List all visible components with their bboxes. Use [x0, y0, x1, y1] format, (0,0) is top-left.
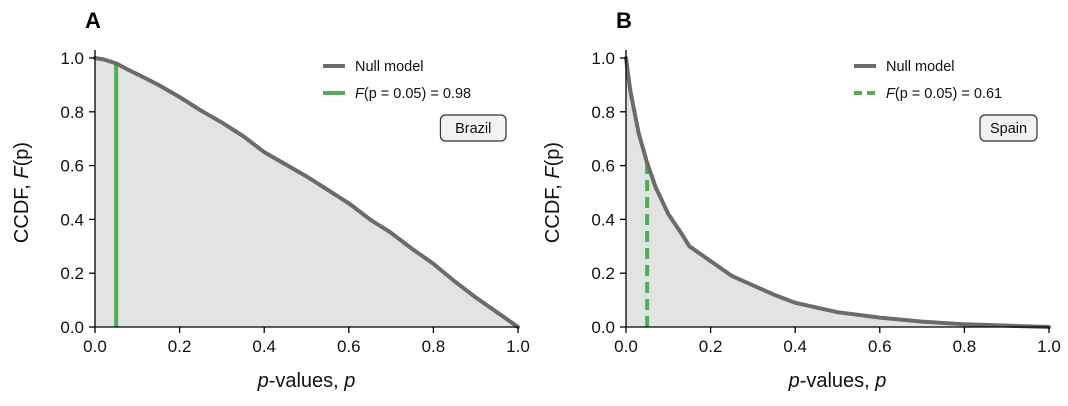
y-axis-label: CCDF, F(p) [11, 142, 33, 243]
panel-a: 0.0 0.2 0.4 0.6 0.8 1.0 0.0 0.2 0.4 0.6 0.8 1.0 p-va… [11, 8, 530, 392]
y-tick-label: 0.2 [591, 264, 615, 283]
region-badge-label: Brazil [455, 121, 491, 137]
x-tick-label: 0.8 [422, 337, 446, 356]
legend-label-threshold: F(p = 0.05) = 0.98 [355, 86, 471, 102]
legend-label-null-model: Null model [886, 59, 955, 75]
legend-label-threshold: F(p = 0.05) = 0.61 [886, 86, 1002, 102]
y-tick-label: 0.6 [60, 157, 84, 176]
y-tick-label: 0.0 [60, 318, 84, 337]
y-tick-label: 0.8 [60, 103, 84, 122]
x-tick-label: 0.8 [953, 337, 977, 356]
panel-letter: B [616, 8, 632, 33]
y-tick-label: 0.4 [591, 210, 615, 229]
y-tick-label: 0.2 [60, 264, 84, 283]
x-tick-label: 1.0 [506, 337, 530, 356]
y-axis-label: CCDF, F(p) [542, 142, 564, 243]
x-tick-label: 0.4 [783, 337, 807, 356]
x-tick-label: 1.0 [1037, 337, 1061, 356]
region-badge [979, 114, 1038, 142]
x-tick-label: 0.6 [868, 337, 892, 356]
panel-letter: A [85, 8, 101, 33]
region-badge [439, 114, 507, 142]
legend: Null model F(p = 0.05) = 0.98 [323, 59, 471, 102]
x-tick-label: 0.0 [614, 337, 638, 356]
x-axis-label: p-values, p [257, 370, 356, 392]
y-tick-label: 0.8 [591, 103, 615, 122]
x-axis-label: p-values, p [788, 370, 887, 392]
region-badge-label: Spain [990, 121, 1027, 137]
x-tick-label: 0.2 [168, 337, 192, 356]
y-tick-label: 0.6 [591, 157, 615, 176]
ccdf-area-fill [95, 58, 518, 327]
x-tick-label: 0.4 [252, 337, 276, 356]
x-tick-label: 0.2 [699, 337, 723, 356]
null-model-curve [624, 56, 1051, 329]
x-tick-label: 0.6 [337, 337, 361, 356]
y-tick-label: 0.4 [60, 210, 84, 229]
null-model-curve [93, 56, 520, 329]
x-tick-label: 0.0 [83, 337, 107, 356]
panel-b: 0.0 0.2 0.4 0.6 0.8 1.0 0.0 0.2 0.4 0.6 0.8 1.0 p-va… [542, 8, 1061, 392]
y-tick-label: 1.0 [60, 49, 84, 68]
legend-label-null-model: Null model [355, 59, 424, 75]
y-tick-label: 0.0 [591, 318, 615, 337]
legend: Null model F(p = 0.05) = 0.61 [854, 59, 1002, 102]
ccdf-area-fill [626, 58, 1049, 327]
y-tick-label: 1.0 [591, 49, 615, 68]
